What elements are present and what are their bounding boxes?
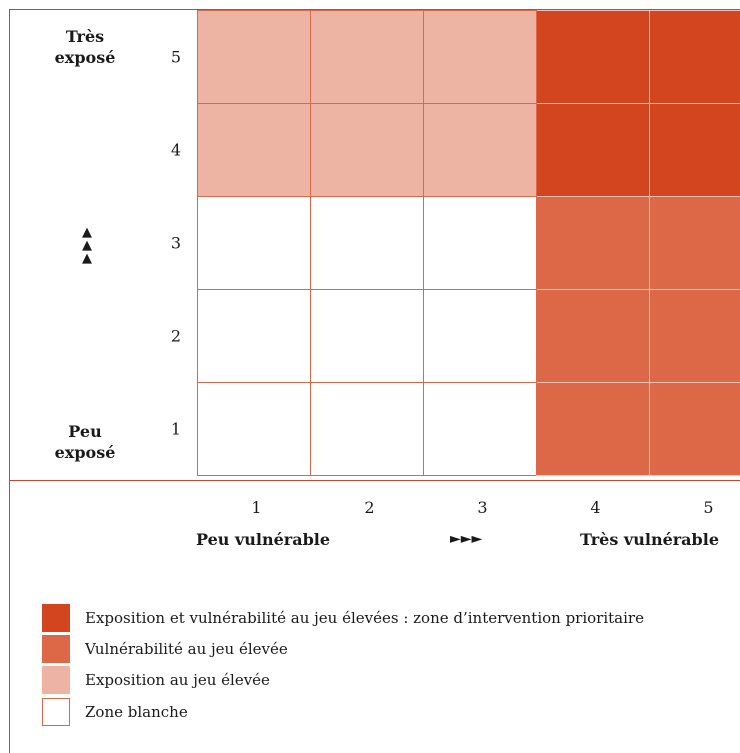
y-arrows: ▲ ▲ ▲ xyxy=(72,226,102,265)
y-arrow-3: ▲ xyxy=(82,251,92,266)
y-arrow-2: ▲ xyxy=(82,238,92,253)
cell-3-2-white xyxy=(310,196,423,289)
cell-4-4-priority xyxy=(536,103,649,196)
cell-1-3-white xyxy=(423,382,536,475)
y-tick-2: 2 xyxy=(171,327,181,346)
y-low-label: Peu exposé xyxy=(45,421,125,463)
cell-3-3-white xyxy=(423,196,536,289)
x-tick-5: 5 xyxy=(703,498,714,517)
cell-5-2-exposure xyxy=(310,10,423,103)
cell-2-4-vulnerability xyxy=(536,289,649,382)
legend-swatch-white xyxy=(42,698,70,726)
cell-2-5-vulnerability xyxy=(649,289,740,382)
y-high-label: Très exposé xyxy=(45,26,125,68)
cell-4-2-exposure xyxy=(310,103,423,196)
y-tick-3: 3 xyxy=(171,234,181,253)
cell-1-2-white xyxy=(310,382,423,475)
cell-4-5-priority xyxy=(649,103,740,196)
legend-label-vulnerability: Vulnérabilité au jeu élevée xyxy=(85,640,288,658)
x-arrows: ►►► xyxy=(450,531,483,547)
y-arrow-1: ▲ xyxy=(82,225,92,240)
x-tick-3: 3 xyxy=(477,498,488,517)
chart-frame xyxy=(9,9,740,753)
cell-3-4-vulnerability xyxy=(536,196,649,289)
legend-label-exposure: Exposition au jeu élevée xyxy=(85,671,270,689)
cell-2-3-white xyxy=(423,289,536,382)
y-tick-5: 5 xyxy=(171,48,181,67)
cell-1-1-white xyxy=(197,382,310,475)
x-tick-1: 1 xyxy=(251,498,262,517)
x-tick-4: 4 xyxy=(590,498,601,517)
y-high-label-line2: exposé xyxy=(54,48,116,67)
cell-2-2-white xyxy=(310,289,423,382)
legend-label-priority: Exposition et vulnérabilité au jeu élevé… xyxy=(85,609,644,627)
cell-5-3-exposure xyxy=(423,10,536,103)
x-low-label: Peu vulnérable xyxy=(196,530,331,549)
legend-swatch-exposure xyxy=(42,666,70,694)
x-tick-2: 2 xyxy=(364,498,375,517)
cell-5-1-exposure xyxy=(197,10,310,103)
legend-swatch-priority xyxy=(42,604,70,632)
cell-5-4-priority xyxy=(536,10,649,103)
cell-5-5-priority xyxy=(649,10,740,103)
x-high-label: Très vulnérable xyxy=(580,530,719,549)
cell-2-1-white xyxy=(197,289,310,382)
cell-4-3-exposure xyxy=(423,103,536,196)
y-tick-1: 1 xyxy=(171,420,181,439)
y-tick-4: 4 xyxy=(171,141,181,160)
y-low-label-line1: Peu xyxy=(68,422,102,441)
legend-swatch-vulnerability xyxy=(42,635,70,663)
chart-baseline xyxy=(9,480,740,481)
legend-label-white: Zone blanche xyxy=(85,703,188,721)
cell-1-5-vulnerability xyxy=(649,382,740,475)
cell-3-5-vulnerability xyxy=(649,196,740,289)
cell-3-1-white xyxy=(197,196,310,289)
y-low-label-line2: exposé xyxy=(54,443,116,462)
cell-1-4-vulnerability xyxy=(536,382,649,475)
y-high-label-line1: Très xyxy=(65,27,105,46)
cell-4-1-exposure xyxy=(197,103,310,196)
risk-matrix: 5 4 3 2 1 xyxy=(171,10,740,476)
